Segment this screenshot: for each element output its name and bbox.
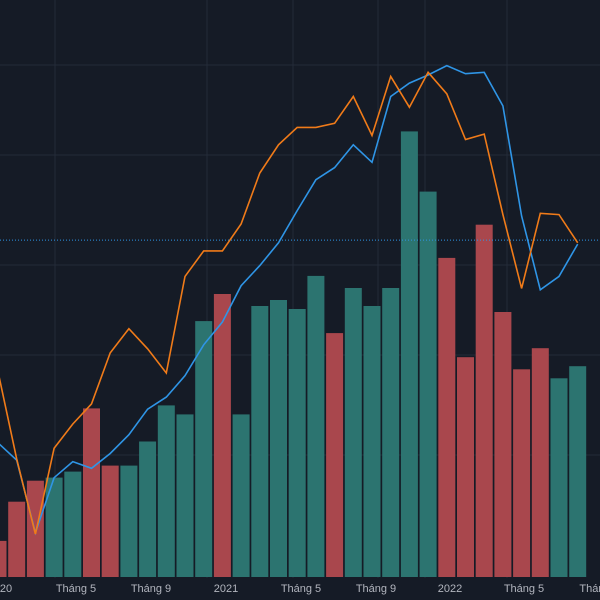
volume-bar-up	[45, 477, 63, 577]
x-tick-label: Tháng 9	[131, 583, 171, 595]
volume-bar-up	[400, 131, 418, 577]
volume-bar-down	[0, 540, 7, 577]
volume-bar-up	[270, 300, 287, 577]
x-tick-label: 2022	[438, 583, 462, 595]
volume-bar-down	[531, 348, 549, 577]
x-tick-label: Tháng 5	[56, 583, 96, 595]
series-line-orange	[0, 70, 579, 535]
volume-bar-down	[494, 312, 512, 577]
volume-bar-up	[363, 306, 381, 577]
volume-bar-down	[475, 224, 493, 577]
volume-bar-up	[157, 405, 175, 577]
volume-bar-down	[457, 357, 474, 577]
volume-bar-up	[419, 191, 437, 577]
volume-bar-down	[513, 369, 531, 577]
volume-bar-up	[569, 366, 587, 577]
volume-bar-up	[64, 471, 82, 577]
x-tick-label: Tháng	[579, 583, 600, 595]
volume-bar-up	[232, 414, 250, 577]
x-tick-label: 20	[0, 583, 12, 595]
volume-bars	[0, 131, 587, 577]
volume-bar-up	[176, 414, 194, 577]
price-lines	[0, 64, 579, 536]
volume-bar-up	[195, 321, 213, 577]
volume-bar-down	[26, 480, 44, 577]
x-tick-label: Tháng 9	[356, 583, 396, 595]
x-tick-label: Tháng 5	[504, 583, 544, 595]
volume-bar-down	[213, 294, 231, 577]
volume-bar-up	[382, 288, 400, 577]
volume-bar-down	[101, 465, 119, 577]
volume-bar-down	[83, 408, 100, 577]
volume-bar-down	[8, 501, 26, 577]
volume-bar-up	[251, 306, 269, 577]
series-line-blue	[0, 64, 579, 536]
volume-bar-up	[288, 309, 306, 577]
volume-bar-up	[120, 465, 138, 577]
x-tick-label: 2021	[214, 583, 238, 595]
volume-bar-up	[550, 378, 568, 577]
volume-bar-up	[307, 275, 325, 577]
volume-bar-up	[344, 288, 362, 577]
x-axis: 20 Tháng 5 Tháng 9 2021 Tháng 5 Tháng 9 2022 Th…	[0, 583, 600, 595]
volume-bar-up	[139, 441, 157, 577]
volume-bar-down	[438, 257, 456, 577]
volume-bar-down	[326, 333, 344, 577]
x-tick-label: Tháng 5	[281, 583, 321, 595]
